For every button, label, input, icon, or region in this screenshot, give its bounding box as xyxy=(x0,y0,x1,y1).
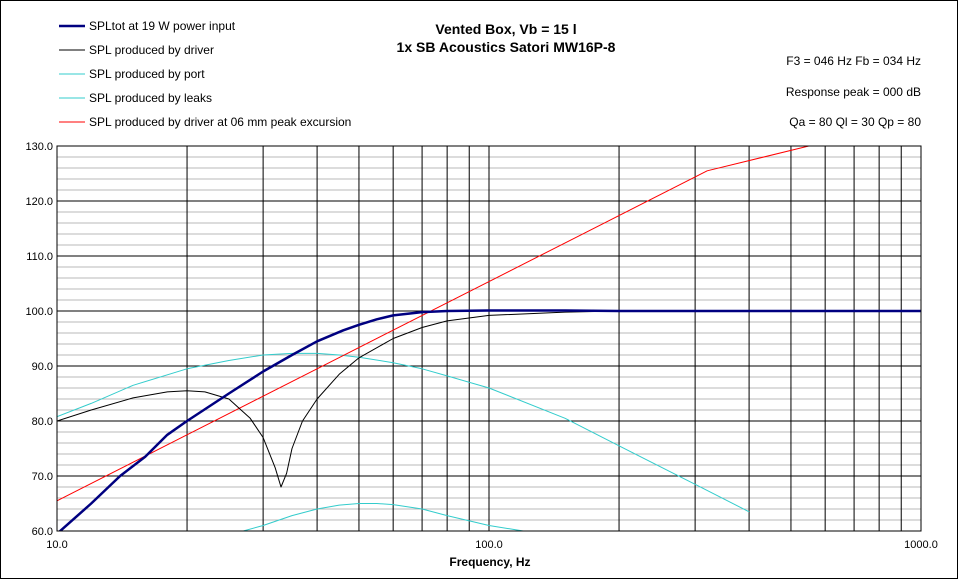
legend-entry-3: SPL produced by port xyxy=(59,67,205,81)
plot-area-border xyxy=(56,145,922,532)
info-f3-fb: F3 = 046 Hz Fb = 034 Hz xyxy=(786,54,921,68)
chart-subtitle: 1x SB Acoustics Satori MW16P-8 xyxy=(397,39,616,55)
series-line-4 xyxy=(57,352,750,513)
legend-entry-1: SPLtot at 19 W power input xyxy=(59,19,236,33)
x-tick-label: 1000.0 xyxy=(904,539,938,551)
legend-label-3: SPL produced by port xyxy=(89,67,205,81)
legend: SPLtot at 19 W power input SPL produced … xyxy=(59,19,351,129)
x-tick-label: 10.0 xyxy=(46,539,67,551)
y-tick-label: 100.0 xyxy=(25,306,53,318)
legend-label-2: SPL produced by driver xyxy=(89,43,214,57)
legend-entry-4: SPL produced by leaks xyxy=(59,91,212,105)
y-tick-label: 80.0 xyxy=(32,416,53,428)
axes: 60.0 70.0 80.0 90.0 100.0 110.0 120.0 130.0 10.0… xyxy=(25,141,937,551)
y-tick-label: 110.0 xyxy=(26,251,53,263)
series-line-5 xyxy=(57,146,809,502)
x-axis-title: Frequency, Hz xyxy=(449,555,530,569)
series-line-2 xyxy=(57,310,921,488)
y-tick-label: 130.0 xyxy=(25,141,53,153)
series-lines xyxy=(57,146,921,531)
y-tick-label: 70.0 xyxy=(32,471,53,483)
grid xyxy=(57,146,921,531)
info-q-values: Qa = 80 Ql = 30 Qp = 80 xyxy=(789,115,921,129)
legend-entry-2: SPL produced by driver xyxy=(59,43,214,57)
x-tick-label: 100.0 xyxy=(475,539,503,551)
y-tick-label: 90.0 xyxy=(32,361,53,373)
legend-label-4: SPL produced by leaks xyxy=(89,91,212,105)
legend-label-1: SPLtot at 19 W power input xyxy=(89,19,236,33)
series-line-1 xyxy=(58,309,921,531)
legend-label-5: SPL produced by driver at 06 mm peak exc… xyxy=(89,115,351,129)
info-response-peak: Response peak = 000 dB xyxy=(786,85,921,99)
y-tick-label: 120.0 xyxy=(25,196,53,208)
y-tick-label: 60.0 xyxy=(32,526,53,538)
legend-entry-5: SPL produced by driver at 06 mm peak exc… xyxy=(59,115,351,129)
series-line-3 xyxy=(243,503,526,531)
chart-title: Vented Box, Vb = 15 l xyxy=(435,21,576,37)
